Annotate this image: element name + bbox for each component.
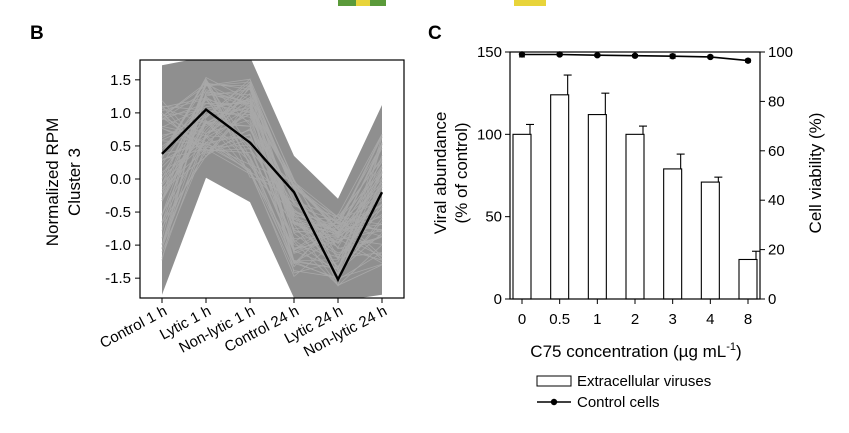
panel-b-profile-line: [161, 90, 383, 237]
panel-c-xlabel-sup: -1: [726, 341, 736, 353]
panel-c-right-ytick-label: 40: [768, 192, 785, 209]
bar: [550, 94, 570, 300]
panel-b-profile-line: [161, 83, 383, 245]
strip-block-3: [514, 0, 546, 6]
panel-b-profile-line: [161, 96, 383, 230]
panel-b-profile-line: [161, 76, 383, 234]
viability-point: [631, 52, 639, 59]
strip-block-1: [356, 0, 370, 6]
panel-c-right-ytick-label: 20: [768, 242, 785, 259]
panel-c-ylabel-right: Cell viability (%): [806, 113, 825, 234]
panel-b-profile-line: [161, 101, 383, 262]
panel-c-right-ytick-label: 60: [768, 143, 785, 160]
panel-b-ytick-label: 0.0: [110, 171, 131, 188]
panel-c-xtick-label: 0: [518, 311, 526, 328]
panel-c-xtick-label: 8: [744, 311, 752, 328]
panel-b-profile-line: [161, 96, 383, 278]
panel-b-ytick-label: -1.0: [105, 237, 131, 254]
panel-c-xtick-label: 2: [631, 311, 639, 328]
viability-point: [669, 52, 676, 60]
bar: [700, 181, 720, 300]
panel-b-profile-line: [161, 123, 383, 281]
panel-b-ytick-label: -0.5: [105, 204, 131, 221]
panel-b-background-profiles: [161, 60, 383, 298]
panel-b-mean-line: [161, 108, 384, 283]
panel-c-ylabel-left-line1: Viral abundance: [431, 112, 450, 235]
panel-c-right-ytick-label: 80: [768, 93, 785, 110]
bar: [738, 258, 758, 300]
panel-c-xtick-label: 4: [706, 311, 714, 328]
bar: [587, 114, 607, 300]
panel-c-letter: C: [428, 23, 442, 44]
panel-c-right-ytick-label: 0: [768, 291, 776, 308]
viability-point: [518, 51, 526, 58]
panel-b-profile-line: [161, 128, 383, 239]
panel-c-ylabel-left-line2: (% of control): [452, 122, 471, 223]
panel-c-xtick-label: 3: [668, 311, 676, 328]
panel-c-left-ytick-label: 150: [477, 44, 502, 61]
bar: [512, 133, 532, 300]
legend: Extracellular viruses Control cells: [536, 373, 711, 411]
panel-c-xtick-label: 1: [593, 311, 601, 328]
viability-point: [594, 52, 601, 59]
panel-b-ytick-label: 1.0: [110, 105, 131, 122]
viability-point: [707, 53, 714, 61]
panel-b-ylabel-line2: Cluster 3: [65, 148, 84, 216]
legend-swatch-dot: [550, 398, 558, 406]
panel-b-ylabel-line1: Normalized RPM: [43, 118, 62, 246]
panel-c-left-ytick-label: 50: [485, 209, 502, 226]
panel-b-profile-line: [161, 136, 383, 278]
viability-point: [744, 57, 752, 64]
legend-label-0: Extracellular viruses: [577, 373, 711, 390]
panel-b-ytick-label: 1.5: [110, 72, 131, 89]
panel-c-left-ytick-label: 0: [494, 291, 502, 308]
legend-label-1: Control cells: [577, 394, 660, 411]
panel-b-profile-line: [161, 81, 383, 258]
panel-b-profile-line: [161, 97, 383, 264]
panel-b-ytick-label: -1.5: [105, 270, 131, 287]
panel-c-xlabel-close: ): [736, 342, 742, 361]
bar: [625, 133, 645, 300]
panel-c-xlabel: C75 concentration (µg mL-1): [530, 341, 741, 361]
bar: [663, 168, 683, 300]
panel-c-xtick-label: 0.5: [549, 311, 570, 328]
strip-block-0: [338, 0, 356, 6]
panel-b-profile-line: [161, 106, 383, 233]
strip-block-2: [370, 0, 386, 6]
panel-b-letter: B: [30, 23, 44, 44]
panel-c-right-ytick-label: 100: [768, 44, 793, 61]
panel-c-plot: 0 50 100 150 0 20 40 60 80 100 0 0.5 1 2 3 4 8: [477, 44, 793, 328]
viability-point: [556, 51, 563, 58]
panel-c-xlabel-main: C75 concentration (µg mL: [530, 342, 726, 361]
legend-swatch-open-bar: [536, 375, 572, 387]
panel-c-left-ytick-label: 100: [477, 126, 502, 143]
panel-b-profile-line: [161, 117, 383, 287]
panel-b-profile-line: [161, 85, 383, 227]
panel-b-ytick-label: 0.5: [110, 138, 131, 155]
panel-b-profile-line: [161, 89, 383, 235]
top-color-strip: [338, 0, 546, 6]
